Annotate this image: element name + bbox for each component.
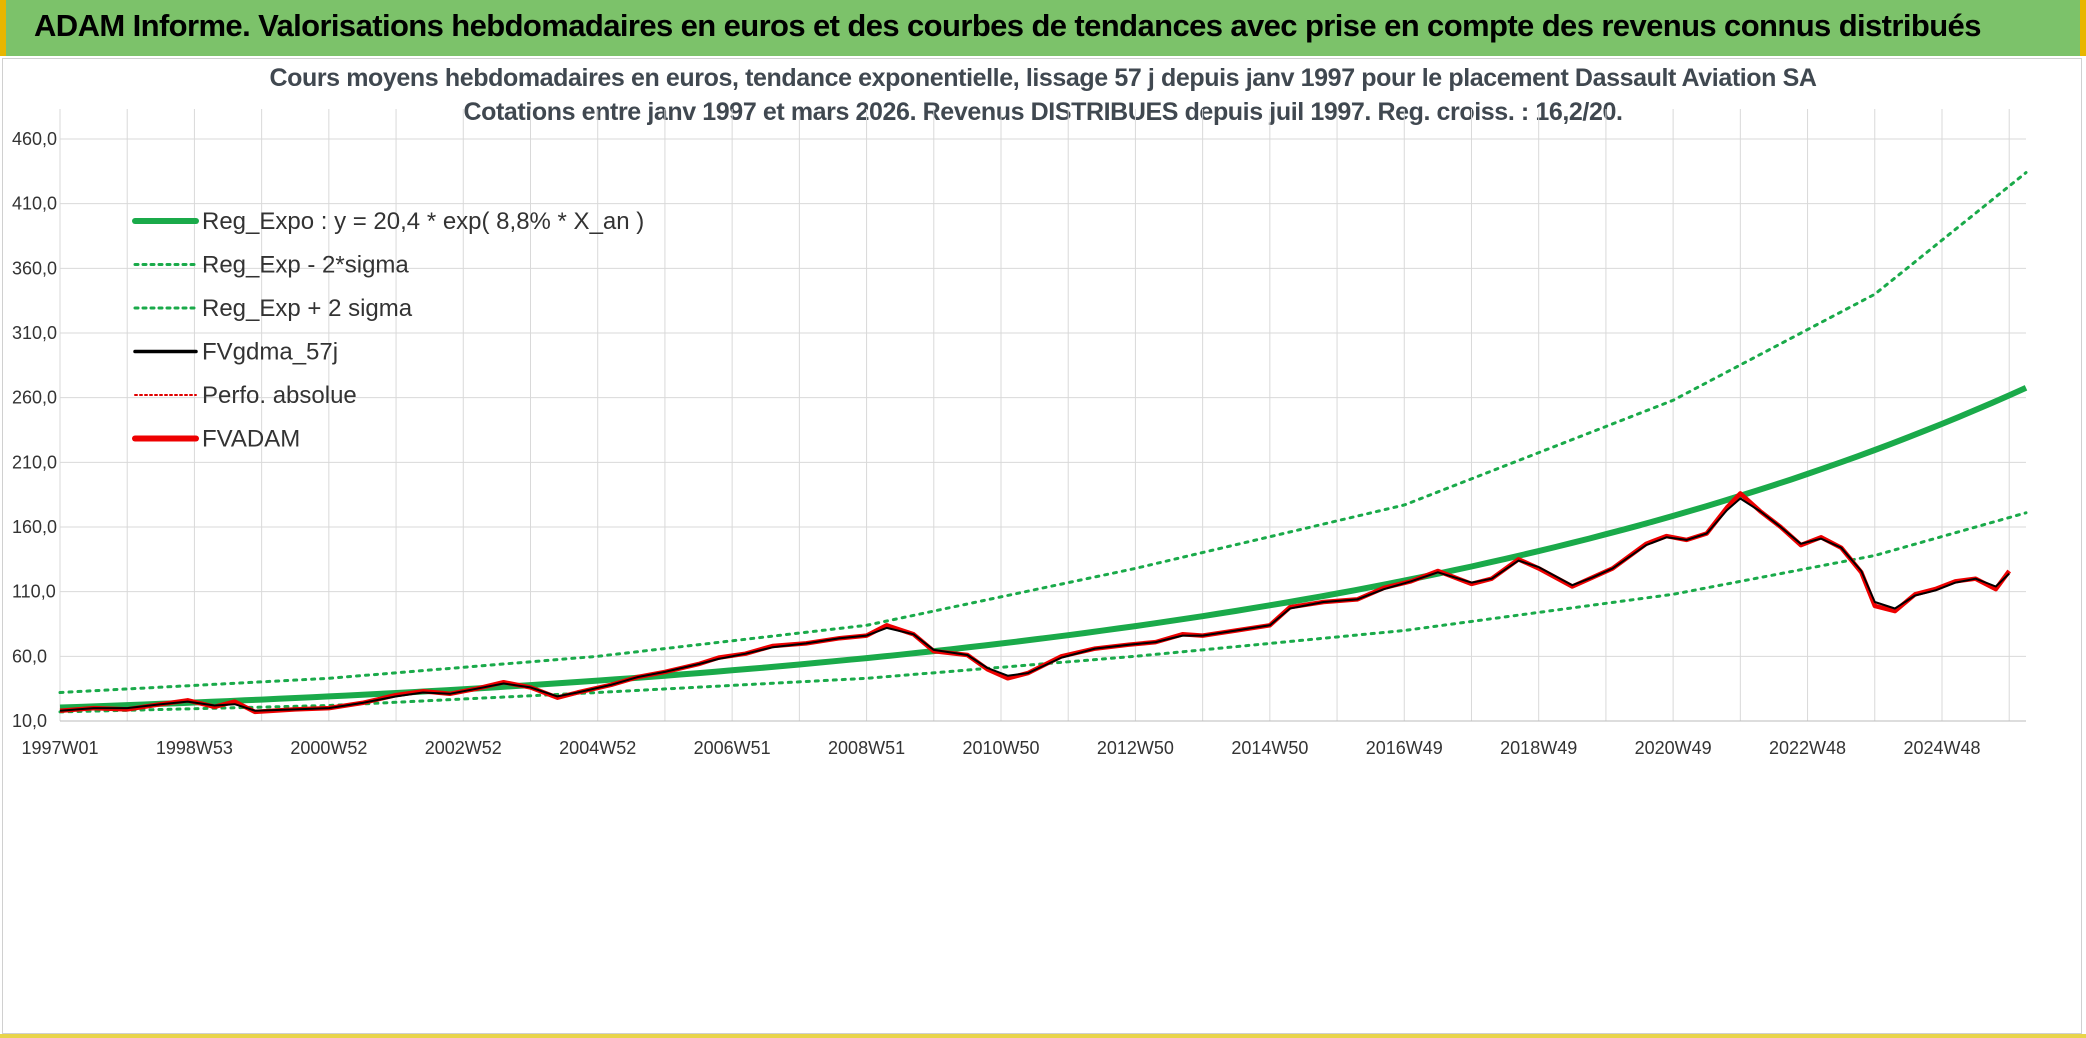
x-tick-label: 2018W49 bbox=[1500, 738, 1577, 758]
legend-label: Reg_Exp - 2*sigma bbox=[202, 252, 409, 279]
x-tick-label: 1998W53 bbox=[156, 738, 233, 758]
x-tick-label: 2012W50 bbox=[1097, 738, 1174, 758]
y-tick-label: 10,0 bbox=[12, 711, 47, 731]
x-axis-ticks: 1997W01 1998W53 2000W52 2002W52 2004W52 2006W… bbox=[21, 738, 1980, 758]
y-tick-label: 110,0 bbox=[12, 582, 56, 602]
y-tick-label: 260,0 bbox=[12, 388, 57, 408]
x-tick-label: 2004W52 bbox=[559, 738, 636, 758]
series-lines bbox=[58, 171, 2028, 715]
x-tick-label: 1997W01 bbox=[21, 738, 98, 758]
x-tick-label: 2022W48 bbox=[1769, 738, 1846, 758]
x-tick-label: 2002W52 bbox=[425, 738, 502, 758]
series-fvgdma-57j bbox=[59, 497, 2010, 712]
x-tick-label: 2024W48 bbox=[1903, 738, 1980, 758]
chart-frame bbox=[2, 58, 2082, 1034]
y-tick-label: 360,0 bbox=[12, 258, 57, 278]
legend-label: FVADAM bbox=[202, 426, 300, 453]
x-tick-label: 2014W50 bbox=[1231, 738, 1308, 758]
legend-label: Perfo. absolue bbox=[202, 382, 357, 409]
x-tick-label: 2010W50 bbox=[962, 738, 1039, 758]
y-tick-label: 460,0 bbox=[12, 129, 57, 149]
legend-label: Reg_Expo : y = 20,4 * exp( 8,8% * X_an ) bbox=[202, 208, 644, 235]
series-fvadam bbox=[59, 491, 2012, 715]
y-tick-label: 160,0 bbox=[12, 517, 57, 537]
x-tick-label: 2000W52 bbox=[290, 738, 367, 758]
y-tick-label: 410,0 bbox=[12, 194, 57, 214]
banner: ADAM Informe. Valorisations hebdomadaire… bbox=[0, 0, 2086, 56]
series-reg-exp-plus-2-sigma bbox=[58, 171, 2028, 694]
bottom-strip bbox=[0, 1034, 2086, 1038]
grid bbox=[59, 109, 2026, 722]
y-axis-ticks: 10,0 60,0 110,0 160,0 210,0 260,0 310,0 360,0 41… bbox=[12, 129, 57, 731]
y-tick-label: 310,0 bbox=[12, 323, 57, 343]
y-tick-label: 210,0 bbox=[12, 452, 57, 472]
chart-title-line-2: Cotations entre janv 1997 et mars 2026. … bbox=[463, 98, 1623, 126]
legend-label: FVgdma_57j bbox=[202, 339, 338, 366]
series-reg-exp-minus-2-sigma bbox=[58, 511, 2028, 714]
y-tick-label: 60,0 bbox=[12, 646, 47, 666]
chart-title-line-1: Cours moyens hebdomadaires en euros, ten… bbox=[269, 64, 1817, 92]
x-tick-label: 2006W51 bbox=[694, 738, 771, 758]
series-reg-expo bbox=[59, 385, 2028, 711]
x-tick-label: 2020W49 bbox=[1635, 738, 1712, 758]
x-tick-label: 2008W51 bbox=[828, 738, 905, 758]
x-tick-label: 2016W49 bbox=[1366, 738, 1443, 758]
banner-title: ADAM Informe. Valorisations hebdomadaire… bbox=[34, 8, 1981, 43]
legend-label: Reg_Exp + 2 sigma bbox=[202, 295, 413, 322]
legend: Reg_Expo : y = 20,4 * exp( 8,8% * X_an )… bbox=[132, 208, 644, 453]
